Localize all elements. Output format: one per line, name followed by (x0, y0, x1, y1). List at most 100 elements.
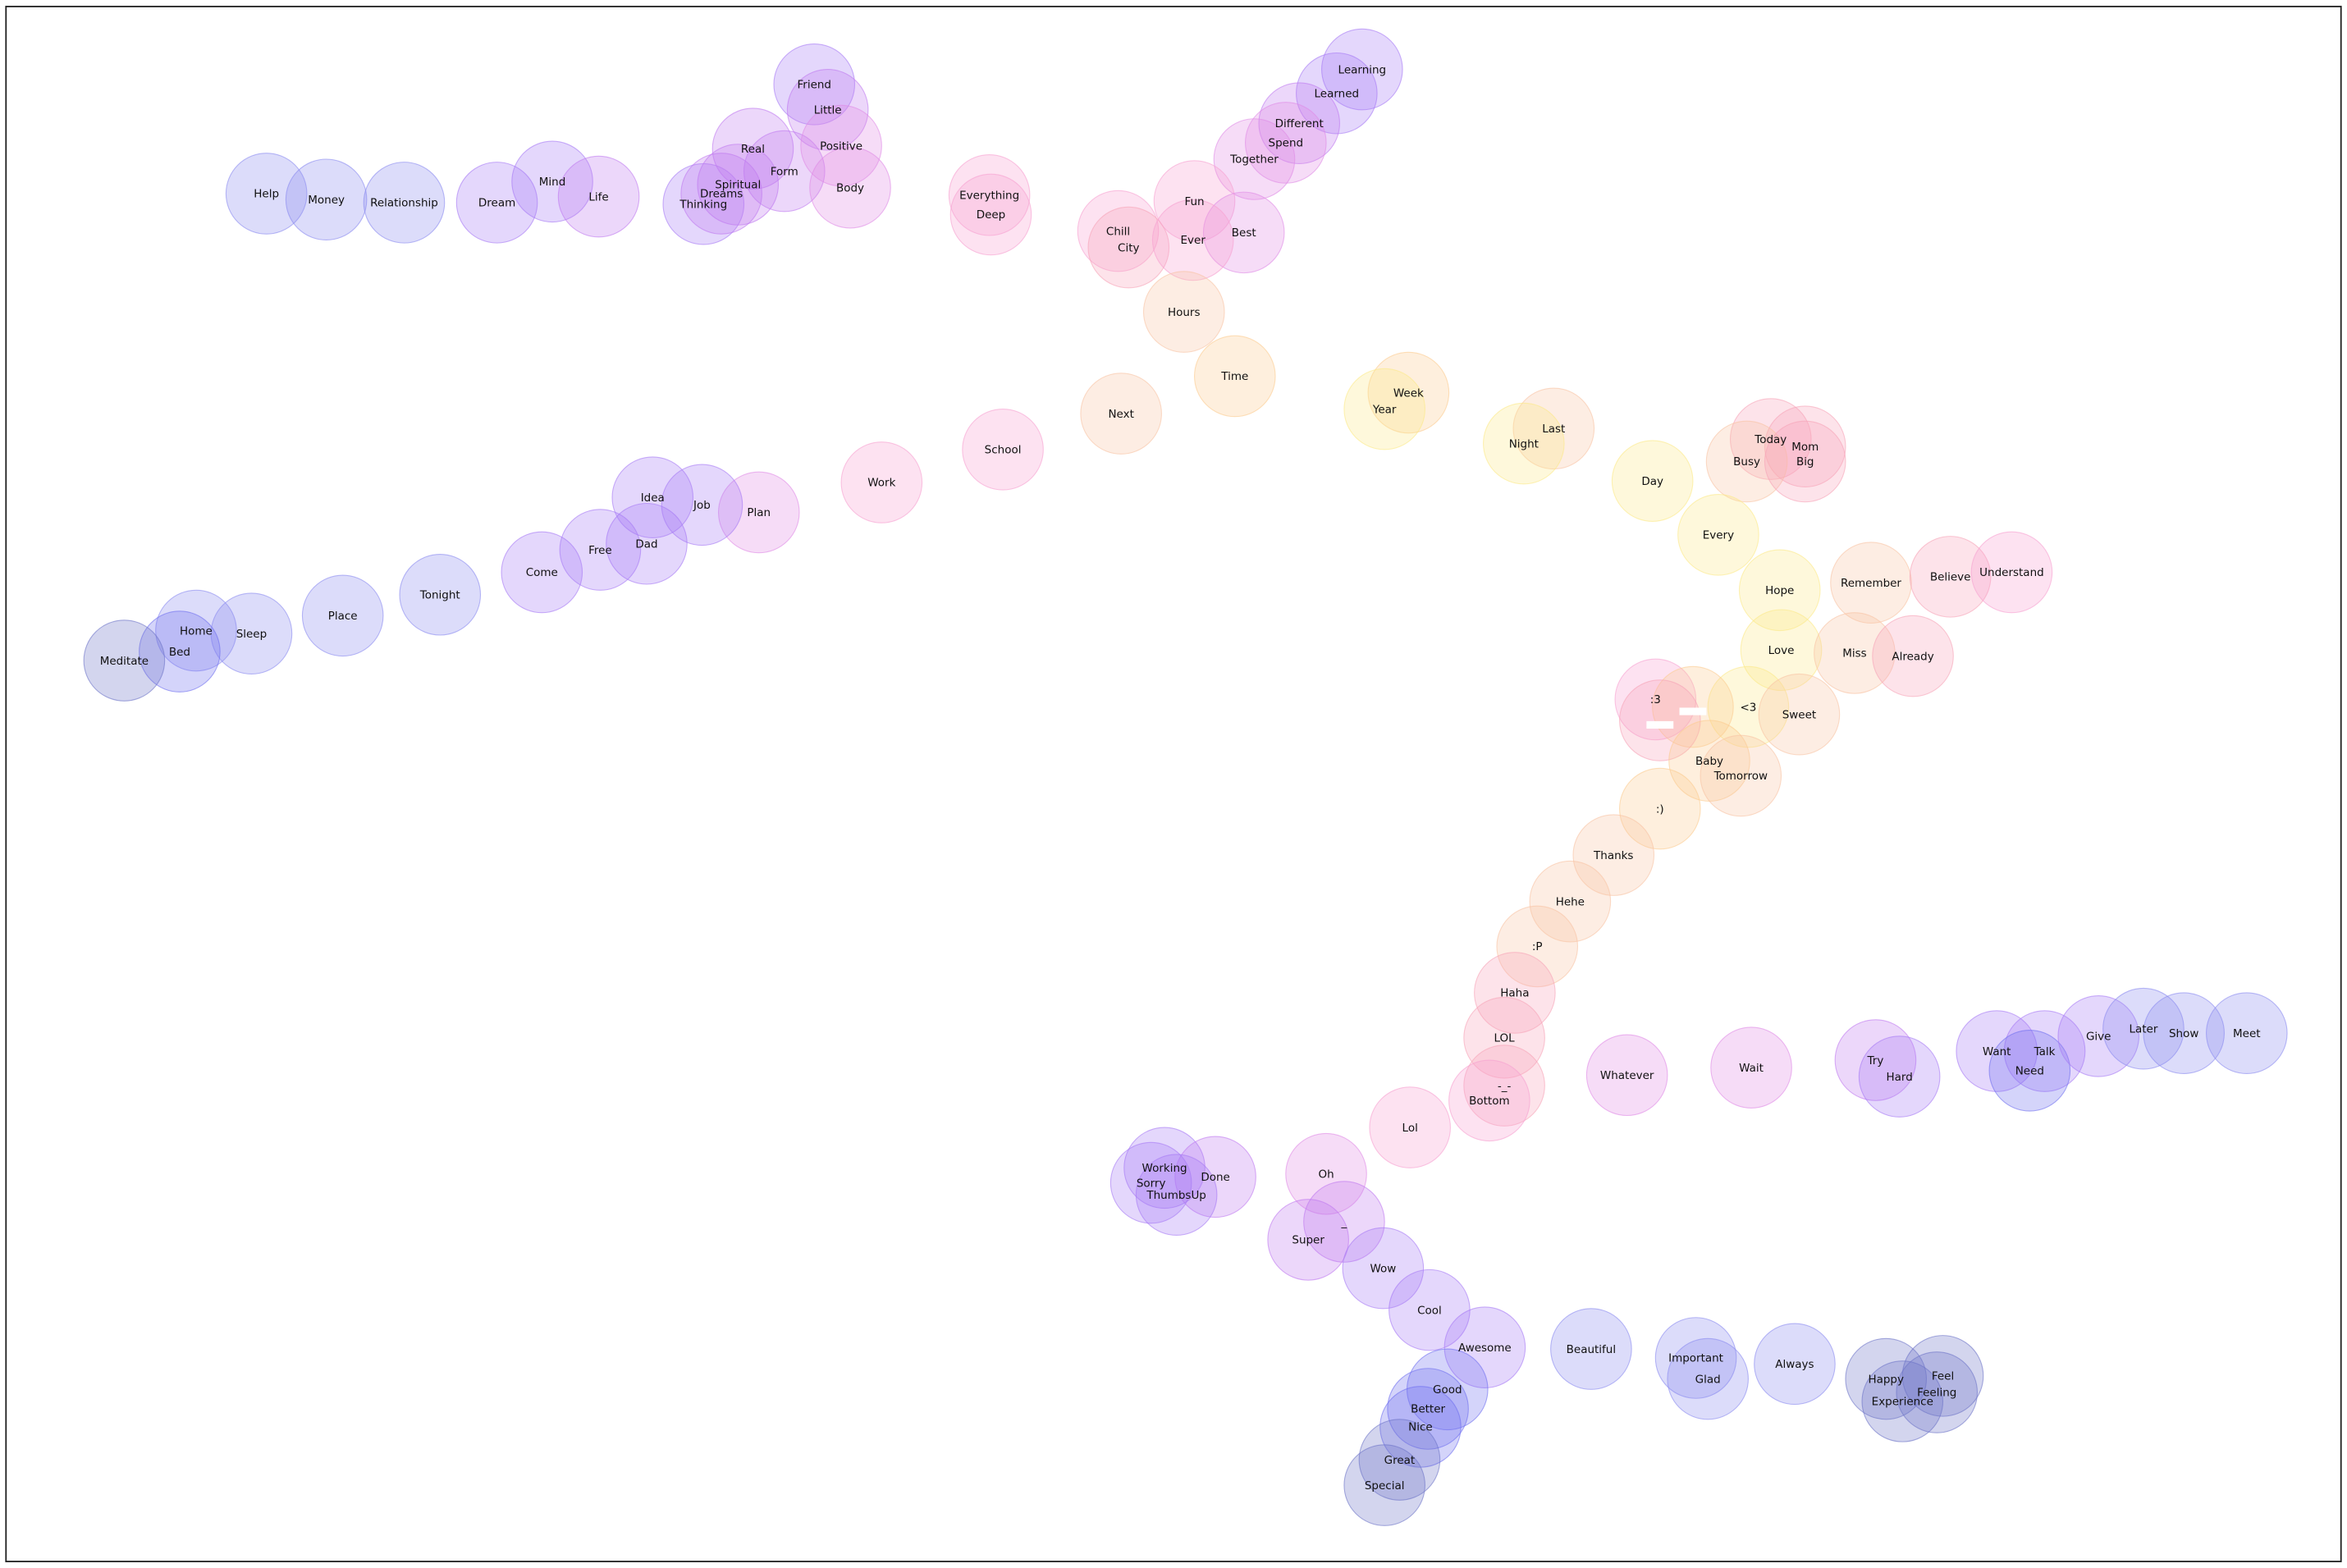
point-label: Work (867, 477, 895, 490)
bubble-point (840, 441, 923, 523)
bubble-point (711, 107, 794, 190)
bubble-point (155, 589, 237, 672)
point-label: Super (1292, 1234, 1324, 1247)
bubble-point (1151, 199, 1234, 281)
bubble-point (1872, 615, 1954, 697)
bubble-point (800, 104, 882, 187)
bubble-point (2143, 992, 2225, 1074)
point-label: Home (180, 624, 213, 638)
point-label: Next (1108, 408, 1133, 421)
bubble-point (210, 592, 293, 674)
point-label: Spend (1269, 137, 1304, 150)
bubble-point (1729, 398, 1812, 480)
bubble-point (1814, 612, 1896, 694)
point-label: Miss (1842, 647, 1866, 661)
bubble-point (948, 153, 1031, 236)
point-label: Best (1232, 226, 1256, 240)
bubble-point (1087, 206, 1170, 289)
bubble-point (1988, 1029, 2071, 1112)
bubble-point (1367, 351, 1450, 434)
point-label: Form (771, 165, 798, 178)
bubble-point (1202, 191, 1285, 274)
point-label: Positive (820, 139, 862, 153)
point-label: Wait (1739, 1062, 1764, 1075)
point-label: Mom (1791, 441, 1819, 454)
point-label: Great (1384, 1454, 1416, 1467)
point-label: Hours (1168, 306, 1201, 319)
bubble-point (455, 162, 538, 244)
bubble-point (1550, 1308, 1632, 1390)
point-label: Whatever (1600, 1069, 1654, 1082)
point-label: Believe (1930, 571, 1971, 584)
bubble-point (1677, 494, 1759, 576)
point-label: Beautiful (1567, 1343, 1616, 1356)
point-label: <3 (1740, 701, 1756, 714)
bubble-point (743, 130, 826, 213)
bubble-point (1970, 531, 2053, 614)
point-label: Busy (1733, 455, 1760, 469)
point-label: Oh (1318, 1168, 1334, 1181)
point-label: Together (1229, 153, 1279, 167)
bubble-point (1956, 1010, 2038, 1092)
bubble-point (1463, 1045, 1545, 1127)
point-label: Thinking (679, 198, 727, 211)
point-label: LOL (1494, 1031, 1516, 1045)
point-label: Night (1509, 437, 1539, 450)
point-label: Give (2086, 1031, 2111, 1044)
point-label: Learning (1338, 63, 1387, 76)
point-label: Free (588, 544, 612, 557)
point-label: Experience (1872, 1396, 1933, 1409)
bubble-point (1135, 1154, 1218, 1236)
bubble-point (2057, 995, 2140, 1077)
bubble-point (1123, 1127, 1206, 1209)
bubble-point (1443, 1306, 1526, 1389)
point-label: Feeling (1917, 1387, 1956, 1400)
white-dash-marker (1646, 720, 1674, 729)
point-label: Hope (1765, 584, 1794, 597)
point-label: Help (254, 188, 279, 201)
bubble-point (1738, 549, 1821, 632)
point-label: Day (1641, 475, 1663, 488)
point-label: Good (1433, 1383, 1462, 1397)
bubble-point (949, 173, 1032, 256)
point-label: Ever (1181, 234, 1206, 247)
point-label: _ (1341, 1216, 1347, 1229)
point-label: Bottom (1469, 1095, 1509, 1108)
bubble-point (1896, 1351, 1979, 1433)
bubble-point (1267, 1199, 1349, 1281)
bubble-point (1861, 1360, 1944, 1442)
bubble-point (285, 158, 368, 241)
bubble-point (1572, 814, 1655, 896)
point-label: Little (814, 104, 842, 117)
bubble-point (1901, 1335, 1984, 1417)
point-label: Meditate (100, 655, 149, 668)
bubble-point (1710, 1026, 1792, 1109)
point-label: Special (1365, 1479, 1405, 1493)
point-label: Need (2015, 1065, 2044, 1078)
point-label: Last (1542, 423, 1565, 436)
bubble-point (1296, 52, 1378, 135)
bubble-point (962, 409, 1044, 491)
bubble-point (1614, 658, 1697, 741)
bubble-point (1764, 420, 1846, 503)
bubble-point (1512, 387, 1595, 470)
point-label: Different (1275, 117, 1324, 130)
point-label: Real (741, 143, 765, 156)
point-label: City (1118, 241, 1139, 254)
point-label: Hard (1886, 1071, 1912, 1084)
point-label: Every (1703, 529, 1734, 542)
point-label: Talk (2034, 1045, 2056, 1058)
point-label: Already (1892, 650, 1933, 663)
bubble-point (1358, 1419, 1441, 1501)
point-label: Come (526, 566, 558, 579)
point-label: Try (1867, 1054, 1884, 1067)
bubble-point (1213, 118, 1296, 200)
bubble-point (1080, 373, 1162, 455)
bubble-point (1496, 905, 1579, 988)
point-label: Sorry (1137, 1177, 1166, 1190)
point-label: Job (693, 499, 711, 512)
point-label: Meet (2233, 1027, 2261, 1040)
bubble-point (1618, 767, 1701, 850)
bubble-layer (83, 28, 2288, 1526)
